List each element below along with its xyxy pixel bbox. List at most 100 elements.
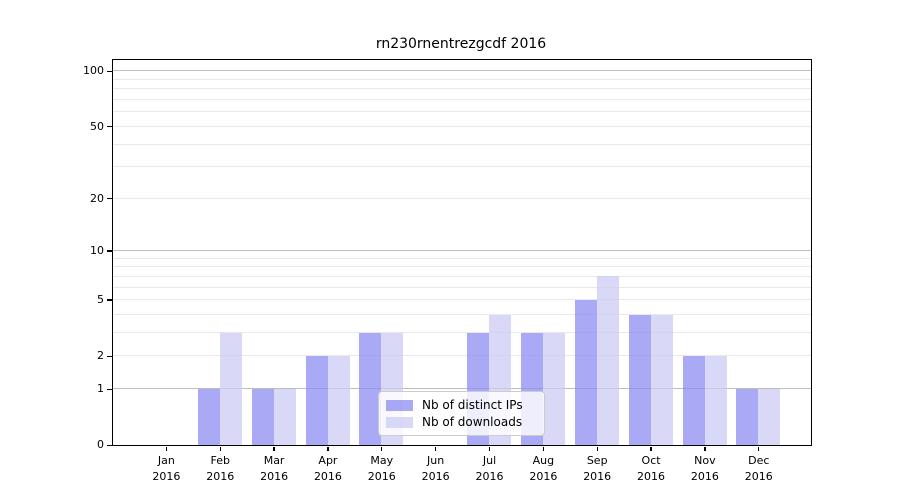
x-tick-jul	[488, 446, 491, 451]
x-tick-jan	[165, 446, 168, 451]
y-tick-label-10: 10	[90, 244, 104, 258]
x-tick-label-may: May 2016	[354, 453, 410, 484]
y-tick-10	[107, 250, 112, 252]
legend-label-distinct-ips: Nb of distinct IPs	[422, 397, 523, 412]
bar-downloads-feb	[219, 332, 242, 445]
x-tick-label-dec: Dec 2016	[731, 453, 787, 484]
y-tick-label-20: 20	[90, 191, 104, 205]
x-tick-label-aug: Aug 2016	[515, 453, 571, 484]
x-tick-aug	[542, 446, 545, 451]
x-tick-label-feb: Feb 2016	[192, 453, 248, 484]
bar-downloads-dec	[758, 388, 781, 445]
x-label-year: 2016	[421, 469, 450, 483]
gridline-major	[113, 388, 811, 390]
x-tick-mar	[273, 446, 275, 451]
x-tick-apr	[327, 446, 329, 451]
bar-distinct_ips-dec	[736, 388, 759, 445]
x-label-year: 2016	[260, 469, 289, 483]
x-label-year: 2016	[637, 469, 666, 483]
x-label-year: 2016	[690, 469, 719, 483]
x-tick-feb	[219, 446, 221, 451]
x-label-month: Aug	[532, 454, 555, 467]
gridline-minor	[113, 275, 811, 277]
x-label-month: Oct	[641, 454, 661, 467]
x-label-year: 2016	[744, 469, 773, 483]
legend-item-downloads: Nb of downloads	[386, 415, 537, 430]
y-tick-0	[107, 444, 112, 447]
gridline-major	[113, 70, 811, 72]
y-tick-label-0: 0	[97, 438, 104, 452]
gridline-minor	[113, 88, 811, 90]
bar-downloads-apr	[327, 355, 350, 445]
x-label-year: 2016	[475, 469, 504, 483]
gridline-minor	[113, 197, 811, 199]
x-tick-label-sep: Sep 2016	[569, 453, 625, 484]
x-label-year: 2016	[152, 469, 181, 483]
x-label-month: Mar	[263, 454, 285, 467]
gridline-minor	[113, 143, 811, 145]
x-label-month: Jan	[157, 454, 175, 467]
x-label-year: 2016	[313, 469, 342, 483]
x-tick-sep	[596, 446, 598, 451]
y-tick-20	[107, 197, 112, 200]
bar-distinct_ips-apr	[305, 355, 328, 445]
y-tick-50	[107, 126, 112, 128]
legend-label-downloads: Nb of downloads	[422, 414, 523, 429]
y-tick-label-1: 1	[97, 382, 104, 396]
bar-downloads-mar	[273, 388, 296, 445]
gridline-minor	[113, 125, 811, 127]
gridline-minor	[113, 332, 811, 334]
gridline-minor	[113, 286, 811, 288]
gridline-minor	[113, 166, 811, 168]
bar-distinct_ips-oct	[628, 314, 651, 445]
y-tick-label-2: 2	[97, 349, 104, 363]
x-label-year: 2016	[206, 469, 235, 483]
legend-swatch-distinct-ips	[386, 399, 413, 411]
legend: Nb of distinct IPs Nb of downloads	[378, 391, 545, 436]
y-tick-label-100: 100	[83, 64, 104, 78]
chart-title: rn230rnentrezgcdf 2016	[375, 36, 547, 52]
bar-downloads-aug	[542, 332, 565, 445]
x-tick-nov	[704, 446, 706, 451]
plot-area	[112, 59, 812, 446]
bar-distinct_ips-nov	[682, 355, 705, 445]
x-label-month: Jul	[482, 454, 497, 467]
legend-swatch-downloads	[386, 416, 413, 428]
x-label-month: Nov	[694, 454, 716, 467]
gridline-minor	[113, 99, 811, 101]
y-tick-label-5: 5	[97, 293, 104, 307]
x-label-month: May	[370, 454, 394, 467]
x-label-month: Jun	[427, 454, 445, 467]
x-label-year: 2016	[367, 469, 396, 483]
bar-downloads-sep	[596, 276, 619, 445]
x-tick-dec	[758, 446, 760, 451]
x-label-month: Apr	[318, 454, 338, 467]
gridline-major	[113, 250, 811, 252]
y-tick-100	[107, 70, 112, 73]
bar-downloads-oct	[650, 314, 673, 445]
gridline-minor	[113, 299, 811, 301]
gridline-minor	[113, 355, 811, 357]
bar-distinct_ips-sep	[574, 299, 597, 445]
x-tick-label-mar: Mar 2016	[246, 453, 302, 484]
x-tick-label-jan: Jan 2016	[138, 453, 194, 484]
y-tick-label-50: 50	[90, 119, 104, 133]
bar-downloads-nov	[704, 355, 727, 445]
gridline-minor	[113, 111, 811, 113]
gridline-minor	[113, 257, 811, 259]
bar-distinct_ips-mar	[251, 388, 274, 445]
x-tick-oct	[650, 446, 652, 451]
x-label-month: Dec	[748, 454, 770, 467]
gridline-minor	[113, 78, 811, 80]
x-tick-jun	[434, 446, 437, 451]
x-label-year: 2016	[583, 469, 612, 483]
bar-distinct_ips-may	[359, 332, 382, 445]
x-label-month: Feb	[210, 454, 230, 467]
y-tick-2	[107, 355, 112, 358]
x-tick-label-nov: Nov 2016	[677, 453, 733, 484]
gridline-minor	[113, 314, 811, 316]
x-tick-label-oct: Oct 2016	[623, 453, 679, 484]
x-label-year: 2016	[529, 469, 558, 483]
x-tick-label-jun: Jun 2016	[408, 453, 464, 484]
